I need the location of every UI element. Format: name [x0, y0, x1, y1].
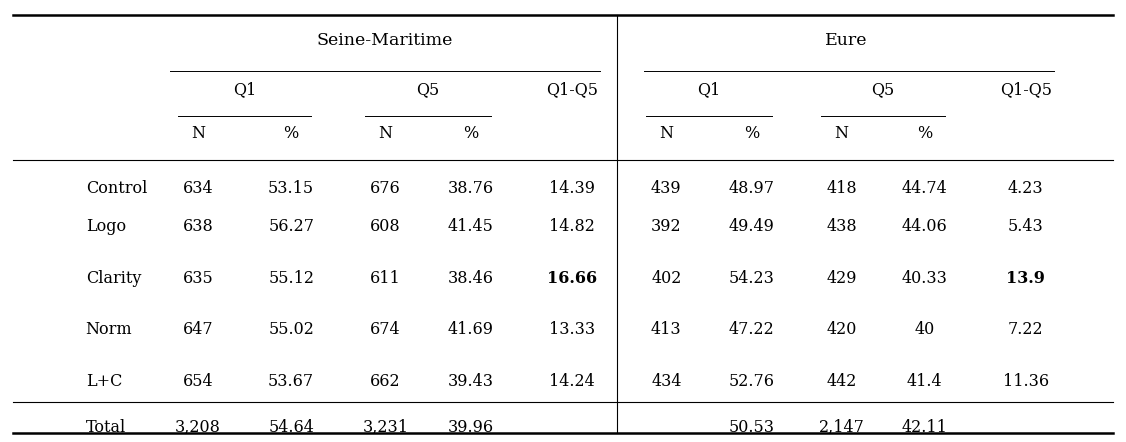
Text: 11.36: 11.36: [1003, 373, 1048, 390]
Text: 2,147: 2,147: [819, 419, 865, 436]
Text: 38.46: 38.46: [448, 270, 494, 286]
Text: 413: 413: [651, 321, 681, 339]
Text: 48.97: 48.97: [729, 179, 775, 197]
Text: 674: 674: [370, 321, 401, 339]
Text: 47.22: 47.22: [729, 321, 775, 339]
Text: 420: 420: [826, 321, 857, 339]
Text: 13.33: 13.33: [548, 321, 595, 339]
Text: 3,208: 3,208: [175, 419, 221, 436]
Text: N: N: [660, 125, 673, 141]
Text: 434: 434: [651, 373, 681, 390]
Text: 5.43: 5.43: [1008, 218, 1044, 235]
Text: 53.15: 53.15: [268, 179, 314, 197]
Text: 14.24: 14.24: [549, 373, 595, 390]
Text: 54.64: 54.64: [268, 419, 314, 436]
Text: Norm: Norm: [86, 321, 132, 339]
Text: 40: 40: [914, 321, 935, 339]
Text: 438: 438: [826, 218, 857, 235]
Text: 442: 442: [826, 373, 857, 390]
Text: 4.23: 4.23: [1008, 179, 1044, 197]
Text: 16.66: 16.66: [547, 270, 597, 286]
Text: 611: 611: [370, 270, 401, 286]
Text: 14.82: 14.82: [549, 218, 595, 235]
Text: Control: Control: [86, 179, 148, 197]
Text: 41.69: 41.69: [448, 321, 494, 339]
Text: 55.02: 55.02: [268, 321, 314, 339]
Text: 13.9: 13.9: [1007, 270, 1045, 286]
Text: 439: 439: [651, 179, 681, 197]
Text: 635: 635: [182, 270, 213, 286]
Text: Q1: Q1: [233, 81, 257, 98]
Text: 3,231: 3,231: [363, 419, 409, 436]
Text: Seine-Maritime: Seine-Maritime: [316, 32, 453, 50]
Text: Q1-Q5: Q1-Q5: [546, 81, 598, 98]
Text: 608: 608: [370, 218, 401, 235]
Text: 39.43: 39.43: [448, 373, 494, 390]
Text: 662: 662: [370, 373, 401, 390]
Text: Clarity: Clarity: [86, 270, 141, 286]
Text: 647: 647: [182, 321, 213, 339]
Text: N: N: [378, 125, 393, 141]
Text: Q1: Q1: [697, 81, 721, 98]
Text: Eure: Eure: [825, 32, 867, 50]
Text: 55.12: 55.12: [268, 270, 314, 286]
Text: %: %: [744, 125, 759, 141]
Text: L+C: L+C: [86, 373, 122, 390]
Text: 392: 392: [651, 218, 681, 235]
Text: 40.33: 40.33: [902, 270, 948, 286]
Text: Q5: Q5: [417, 81, 440, 98]
Text: 44.06: 44.06: [902, 218, 948, 235]
Text: 50.53: 50.53: [729, 419, 775, 436]
Text: %: %: [284, 125, 298, 141]
Text: 54.23: 54.23: [729, 270, 775, 286]
Text: 44.74: 44.74: [902, 179, 948, 197]
Text: N: N: [834, 125, 849, 141]
Text: 638: 638: [182, 218, 213, 235]
Text: Total: Total: [86, 419, 126, 436]
Text: 42.11: 42.11: [902, 419, 948, 436]
Text: 634: 634: [182, 179, 213, 197]
Text: 402: 402: [651, 270, 681, 286]
Text: 49.49: 49.49: [729, 218, 775, 235]
Text: 676: 676: [370, 179, 401, 197]
Text: 39.96: 39.96: [448, 419, 494, 436]
Text: %: %: [917, 125, 932, 141]
Text: N: N: [191, 125, 205, 141]
Text: 654: 654: [182, 373, 213, 390]
Text: 14.39: 14.39: [549, 179, 595, 197]
Text: Q1-Q5: Q1-Q5: [1000, 81, 1052, 98]
Text: 52.76: 52.76: [729, 373, 775, 390]
Text: 38.76: 38.76: [448, 179, 494, 197]
Text: 53.67: 53.67: [268, 373, 314, 390]
Text: 41.4: 41.4: [906, 373, 942, 390]
Text: 56.27: 56.27: [268, 218, 314, 235]
Text: 429: 429: [826, 270, 857, 286]
Text: Q5: Q5: [872, 81, 895, 98]
Text: 418: 418: [826, 179, 857, 197]
Text: 41.45: 41.45: [448, 218, 494, 235]
Text: Logo: Logo: [86, 218, 126, 235]
Text: %: %: [463, 125, 479, 141]
Text: 7.22: 7.22: [1008, 321, 1044, 339]
